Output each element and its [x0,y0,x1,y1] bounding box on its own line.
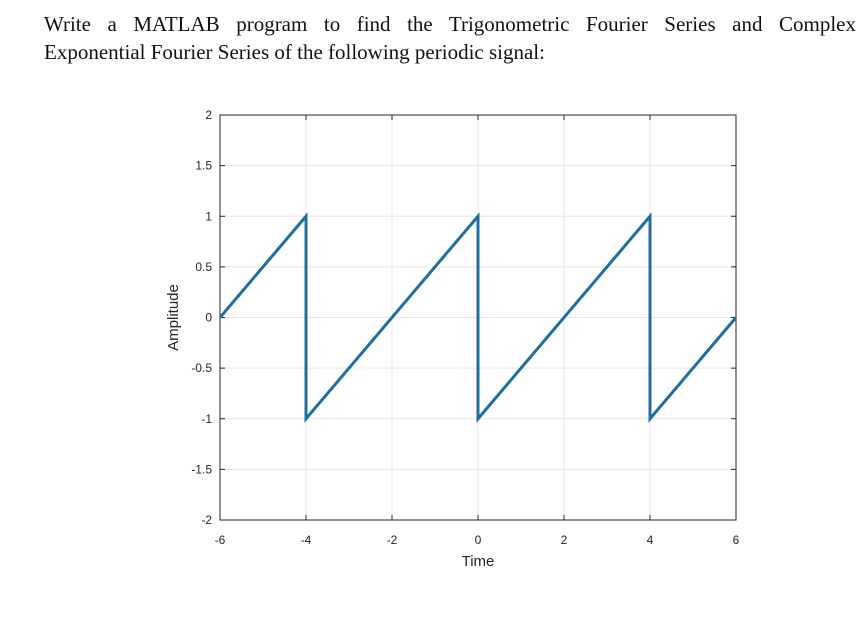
y-tick-label: 0.5 [195,260,212,274]
question-line-1: Write a MATLAB program to find the Trigo… [44,12,856,36]
x-tick-label: -2 [387,533,398,547]
y-tick-label: -1 [201,412,212,426]
sawtooth-series-line [218,212,738,423]
y-tick-label: -2 [201,513,212,527]
x-tick-label: 4 [647,533,654,547]
x-tick-label: 6 [733,533,740,547]
question-text: Write a MATLAB program to find the Trigo… [44,10,856,66]
x-tick-label: -4 [301,533,312,547]
x-tick-label: 2 [561,533,568,547]
y-tick-label: 1.5 [195,159,212,173]
question-line-2: Exponential Fourier Series of the follow… [44,40,545,64]
y-tick-label: -0.5 [191,361,212,375]
y-axis-label: Amplitude [165,284,182,351]
y-tick-label: 1 [205,209,212,223]
x-axis-label: Time [462,553,495,570]
y-tick-label: 2 [205,108,212,122]
y-tick-label: 0 [205,311,212,325]
y-tick-label: -1.5 [191,462,212,476]
series [218,212,738,423]
x-tick-label: -6 [215,533,226,547]
x-tick-label: 0 [475,533,482,547]
ticks: -6 -4 -2 0 2 4 6 2 1.5 1 0.5 0 -0.5 -1 -1.5 -2 [191,108,739,547]
